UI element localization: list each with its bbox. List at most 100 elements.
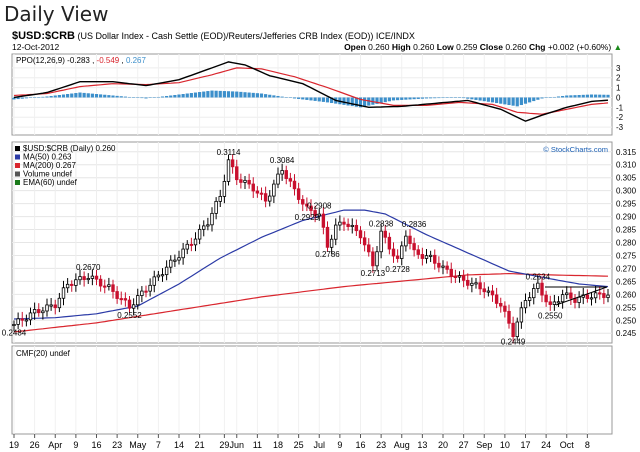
- price-bar: [589, 297, 594, 300]
- high-label: High: [391, 42, 411, 52]
- price-bar: [296, 188, 301, 200]
- price-bar: [433, 254, 437, 264]
- price-bar: [329, 238, 334, 248]
- ppo-hist-bar: [226, 91, 231, 98]
- x-tick-label: Aug: [394, 440, 410, 450]
- ppo-hist-bar: [416, 97, 420, 99]
- x-tick-label: 10: [500, 440, 510, 450]
- ppo-hist-bar: [239, 91, 243, 98]
- x-tick-label: 8: [585, 440, 590, 450]
- price-bar: [371, 251, 375, 267]
- price-annotations: 0.2484 0.2670 0.2552 0.3114 0.3084 0.2929 0.29…: [2, 148, 563, 346]
- chg-arrow-icon: ▲: [613, 42, 622, 52]
- x-tick-label: 9: [337, 440, 342, 450]
- ppo-hist-bar: [396, 97, 400, 101]
- price-bar: [156, 274, 161, 278]
- ppo-hist-bar: [264, 94, 268, 98]
- ppo-hist-bar: [301, 97, 305, 100]
- ppo-hist-bar: [346, 97, 350, 106]
- price-bar: [470, 282, 474, 286]
- price-bar: [276, 173, 280, 185]
- ppo-hist-bar: [132, 97, 136, 98]
- price-bar: [214, 200, 218, 214]
- legend-swatch: [15, 146, 20, 151]
- price-bar: [86, 278, 90, 281]
- price-bar: [61, 287, 66, 299]
- ppo-hist-bar: [103, 94, 107, 98]
- ppo-hist-bar: [387, 97, 391, 102]
- price-bar: [169, 259, 173, 268]
- x-tick-label: 23: [376, 440, 386, 450]
- x-tick-label: Sep: [476, 440, 492, 450]
- ppo-y-tick-label: -3: [616, 123, 624, 132]
- ppo-hist-bar: [515, 97, 519, 107]
- ppo-hist-bar: [354, 97, 358, 107]
- price-annotation: 0.2838: [369, 220, 394, 229]
- ppo-hist-bar: [123, 96, 127, 98]
- price-bar: [152, 276, 156, 286]
- ppo-hist-bar: [169, 95, 173, 98]
- ppo-hist-bar: [565, 95, 569, 98]
- ppo-hist-bar: [321, 97, 325, 102]
- x-tick-label: 16: [355, 440, 365, 450]
- ppo-hist-bar: [41, 96, 45, 98]
- ppo-hist-bar: [412, 97, 416, 100]
- price-bar: [259, 192, 264, 195]
- ppo-hist-bar: [198, 92, 202, 98]
- credit: © StockCharts.com: [543, 145, 608, 154]
- price-annotation: 0.2550: [538, 311, 563, 320]
- price-bar: [346, 223, 350, 227]
- ppo-hist-bar: [297, 97, 301, 99]
- price-bar: [511, 322, 515, 337]
- ma200-line: [13, 272, 609, 333]
- x-tick-label: Apr: [48, 440, 62, 450]
- price-bar: [408, 235, 412, 244]
- price-bar: [53, 304, 57, 309]
- price-bar: [560, 294, 565, 303]
- x-tick-label: 9: [73, 440, 78, 450]
- ppo-hist-bar: [57, 95, 61, 98]
- price-bar: [24, 319, 29, 322]
- x-tick-label: 7: [156, 440, 161, 450]
- ppo-hist-bar: [503, 97, 507, 105]
- low-label: Low: [436, 42, 454, 52]
- price-bar: [127, 299, 132, 309]
- price-bar: [544, 294, 548, 303]
- ppo-hist-bar: [507, 97, 511, 106]
- price-annotation: 0.2670: [76, 263, 101, 272]
- price-bar: [527, 297, 532, 301]
- price-bar: [210, 212, 214, 226]
- price-bar: [404, 235, 408, 247]
- ppo-y-tick-label: -2: [616, 113, 624, 122]
- ppo-hist-bar: [28, 97, 33, 98]
- price-bar: [441, 265, 445, 268]
- ppo-hist-bar: [519, 97, 523, 106]
- x-tick-label: 29: [219, 440, 229, 450]
- price-bar: [482, 288, 486, 293]
- price-bar: [395, 255, 400, 259]
- price-bar: [280, 170, 284, 175]
- ppo-label-prefix: PPO(12,26,9): [16, 56, 65, 65]
- ppo-hist-bar: [181, 94, 185, 98]
- y-tick-label: 0.265: [616, 277, 637, 286]
- ppo-hist-bar: [581, 94, 585, 98]
- legend-swatch: [15, 163, 20, 168]
- price-bar: [177, 257, 181, 261]
- legend-swatch: [15, 171, 20, 177]
- x-tick-label: 16: [91, 440, 101, 450]
- price-bar: [338, 221, 342, 226]
- y-tick-label: 0.305: [616, 174, 637, 183]
- ppo-hist-bar: [20, 97, 24, 99]
- ppo-hist-bar: [235, 91, 239, 98]
- legend-swatch: [15, 180, 20, 185]
- legend-entry: $USD:$CRB (Daily) 0.260: [23, 144, 116, 153]
- price-annotation: 0.2929: [295, 213, 320, 222]
- quote-date: 12-Oct-2012: [12, 42, 60, 52]
- y-tick-label: 0.290: [616, 213, 637, 222]
- ppo-hist-bar: [70, 93, 74, 98]
- price-bar: [197, 228, 202, 240]
- ppo-y-tick-label: 2: [616, 74, 621, 83]
- price-bar: [461, 275, 466, 281]
